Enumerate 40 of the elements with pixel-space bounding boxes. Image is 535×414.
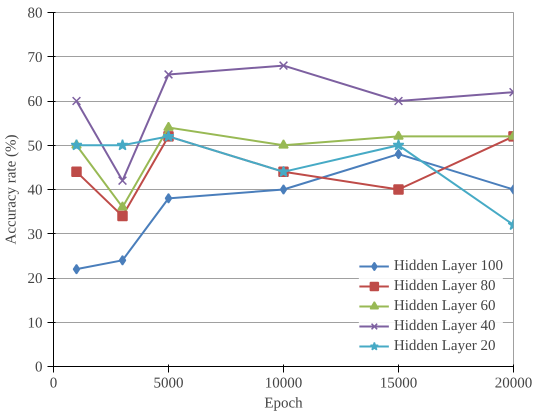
- point: [72, 96, 82, 106]
- point: [164, 193, 172, 204]
- x-axis-title: Epoch: [264, 396, 304, 412]
- x-tick-label: 0: [50, 376, 58, 392]
- point: [394, 96, 404, 106]
- point: [163, 122, 174, 131]
- point: [118, 255, 126, 266]
- point: [393, 184, 404, 195]
- y-tick-label: 60: [28, 94, 42, 110]
- point: [117, 201, 128, 211]
- x-tick-label: 10000: [264, 376, 302, 392]
- point: [394, 148, 402, 160]
- y-tick-label: 10: [28, 315, 42, 332]
- y-tick-label: 0: [35, 360, 42, 376]
- legend-label: Hidden Layer 100: [394, 258, 503, 274]
- x-tick-label: 20000: [494, 376, 532, 392]
- point: [280, 184, 288, 195]
- y-tick-label: 80: [28, 6, 42, 22]
- point: [278, 139, 289, 149]
- point: [118, 176, 128, 186]
- y-tick-label: 30: [28, 226, 42, 243]
- legend-label: Hidden Layer 20: [394, 338, 496, 354]
- point: [164, 70, 174, 80]
- x-tick-label: 15000: [380, 376, 418, 392]
- legend-label: Hidden Layer 40: [394, 318, 496, 334]
- point: [116, 139, 128, 150]
- point: [72, 264, 80, 274]
- y-tick-label: 50: [28, 138, 42, 154]
- y-axis-title: Accuracy rate (%): [4, 134, 20, 244]
- x-tick-label: 5000: [154, 376, 184, 392]
- legend-label: Hidden Layer 60: [394, 298, 496, 314]
- y-tick-label: 40: [28, 182, 42, 198]
- legend-label: Hidden Layer 80: [394, 278, 496, 294]
- point: [393, 130, 404, 140]
- y-tick-label: 20: [28, 271, 42, 287]
- y-tick-label: 70: [28, 50, 42, 66]
- point: [392, 139, 404, 150]
- point: [278, 60, 288, 70]
- point: [117, 210, 128, 222]
- point: [71, 166, 82, 178]
